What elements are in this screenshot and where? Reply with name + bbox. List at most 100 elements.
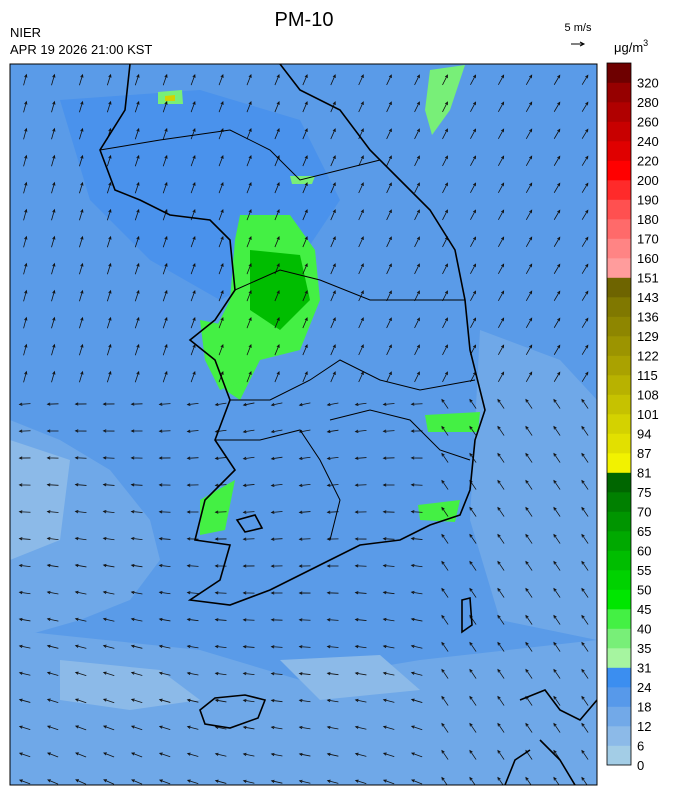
wind-arrow — [51, 316, 56, 329]
wind-arrow — [102, 644, 115, 649]
wind-arrow — [23, 343, 28, 356]
wind-arrow — [525, 290, 533, 301]
wind-arrow — [298, 618, 311, 622]
wind-arrow — [158, 752, 171, 758]
wind-arrow — [581, 398, 589, 409]
colorbar-label: 75 — [637, 485, 651, 500]
colorbar-label: 6 — [637, 739, 644, 754]
wind-arrow — [79, 127, 84, 140]
colorbar-label: 160 — [637, 251, 659, 266]
wind-arrow — [553, 722, 561, 733]
colorbar-label: 0 — [637, 758, 644, 773]
wind-arrow — [134, 73, 140, 86]
wind-arrow — [441, 560, 449, 571]
wind-arrow — [218, 316, 224, 329]
unit: μg/m3 — [614, 38, 648, 55]
wind-arrow — [525, 614, 533, 625]
colorbar-segment — [607, 453, 631, 473]
colorbar-label: 129 — [637, 329, 659, 344]
wind-arrow — [469, 425, 477, 436]
wind-arrow — [414, 155, 420, 167]
wind-arrow — [581, 668, 589, 679]
wind-arrow — [525, 452, 533, 463]
wind-arrow — [498, 182, 505, 194]
wind-arrow — [581, 209, 589, 220]
wind-arrow — [298, 402, 311, 407]
wind-arrow — [469, 587, 477, 598]
wind-arrow — [414, 290, 420, 302]
colorbar-segment — [607, 160, 631, 181]
wind-arrow — [242, 456, 255, 461]
wind-arrow — [23, 235, 28, 248]
wind-arrow — [581, 587, 589, 598]
wind-arrow — [497, 722, 505, 733]
wind-arrow — [274, 128, 280, 140]
wind-arrow — [354, 671, 367, 676]
wind-arrow — [46, 671, 59, 676]
colorbar-label: 143 — [637, 290, 659, 305]
wind-arrow — [382, 510, 395, 514]
colorbar-segment — [607, 394, 631, 415]
wind-arrow — [525, 398, 533, 409]
wind-arrow — [581, 776, 588, 785]
colorbar-segment — [607, 375, 631, 395]
wind-arrow — [246, 317, 252, 329]
wind-arrow — [51, 343, 56, 356]
wind-arrow — [469, 668, 477, 679]
wind-arrow — [581, 425, 589, 436]
wind-arrow — [74, 510, 87, 514]
wind-arrow — [525, 641, 533, 652]
wind-arrow — [553, 776, 560, 785]
wind-arrow — [218, 73, 224, 86]
wind-arrow — [218, 181, 224, 194]
wind-arrow — [23, 208, 28, 221]
wind-arrow — [162, 235, 168, 248]
wind-arrow — [354, 429, 367, 433]
wind-arrow — [302, 128, 308, 140]
wind-arrow — [525, 209, 533, 220]
wind-arrow — [410, 725, 423, 731]
wind-arrow — [23, 73, 28, 86]
wind-arrow — [246, 344, 252, 356]
colorbar-label: 50 — [637, 583, 651, 598]
wind-arrow — [498, 101, 505, 113]
wind-arrow — [553, 317, 561, 328]
colorbar-label: 190 — [637, 193, 659, 208]
wind-arrow — [330, 344, 336, 356]
wind-arrow — [162, 289, 168, 302]
wind-arrow — [134, 316, 140, 329]
wind-arrow — [214, 779, 227, 784]
wind-arrow — [442, 317, 448, 329]
wind-arrow — [190, 100, 196, 113]
wind-arrow — [525, 668, 533, 679]
wind-arrow — [130, 402, 143, 406]
wind-arrow — [270, 645, 283, 649]
title: PM-10 — [275, 9, 334, 31]
wind-arrow — [386, 128, 392, 140]
colorbar-label: 170 — [637, 232, 659, 247]
wind-arrow — [270, 564, 283, 568]
wind-arrow — [525, 371, 533, 382]
colorbar-label: 24 — [637, 680, 651, 695]
wind-arrow — [106, 181, 112, 194]
wind-arrow — [553, 371, 561, 382]
wind-arrow — [326, 618, 339, 622]
wind-arrow — [497, 560, 505, 571]
wind-arrow — [186, 483, 199, 487]
wind-arrow — [386, 263, 392, 275]
wind-arrow — [74, 402, 87, 406]
wind-arrow — [46, 752, 59, 758]
wind-arrow — [74, 725, 87, 731]
wind-arrow — [162, 316, 168, 329]
wind-arrow — [386, 209, 392, 221]
wind-arrow — [246, 371, 252, 383]
wind-arrow — [246, 74, 252, 86]
wind-arrow — [497, 452, 505, 463]
wind-arrow — [358, 317, 364, 329]
wind-scale-arrow — [571, 41, 586, 47]
wind-arrow — [581, 560, 589, 571]
wind-arrow — [51, 370, 56, 383]
wind-arrow — [497, 587, 505, 598]
wind-arrow — [162, 73, 168, 86]
wind-arrow — [414, 263, 420, 275]
